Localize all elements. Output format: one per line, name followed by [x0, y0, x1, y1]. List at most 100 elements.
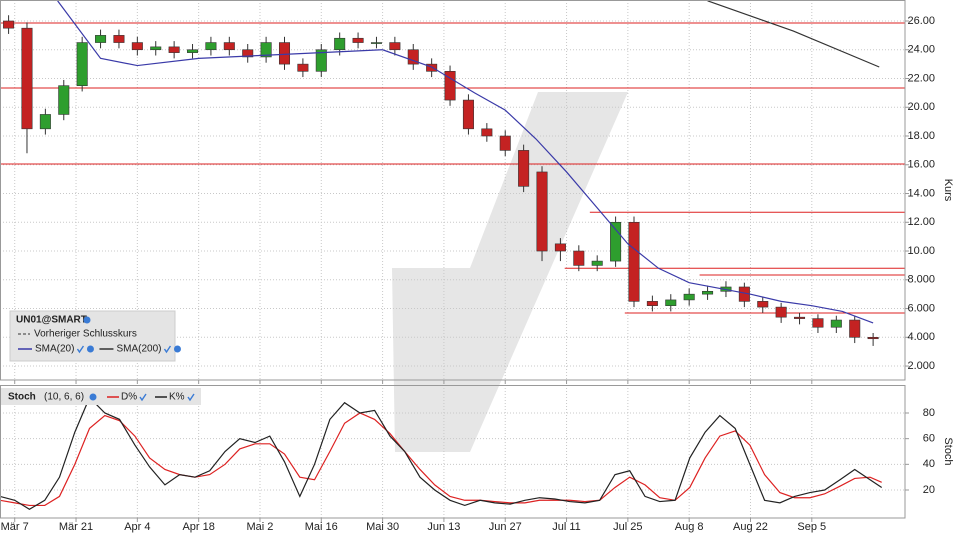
y-tick-label: 20.00 — [907, 101, 935, 113]
y-tick-label: 24.00 — [907, 44, 935, 56]
candle-body — [830, 319, 842, 328]
candle-body — [297, 63, 309, 72]
settings-icon — [86, 345, 94, 353]
x-tick-label: Mai 16 — [305, 521, 338, 533]
x-tick-label: Jul 25 — [613, 521, 642, 533]
candle-body — [205, 42, 217, 51]
y-tick-label: 16.00 — [907, 159, 935, 171]
candle-body — [646, 301, 658, 306]
y-tick-label: 18.00 — [907, 130, 935, 142]
y-tick-label: 26.00 — [907, 15, 935, 27]
stoch-frame — [0, 385, 906, 519]
legend-title: Stoch — [8, 392, 36, 403]
y-tick-label: 6.000 — [907, 302, 935, 314]
legend-label: SMA(200) — [116, 344, 161, 355]
candle-body — [702, 290, 714, 295]
candle-body — [444, 71, 456, 101]
x-tick-label: Mai 2 — [247, 521, 274, 533]
candle-body — [260, 42, 272, 58]
candle-body — [462, 99, 474, 130]
candle-body — [591, 260, 603, 266]
settings-icon — [83, 316, 91, 324]
y-tick-label: 80 — [923, 407, 935, 419]
x-tick-label: Apr 4 — [124, 521, 150, 533]
candle-body — [389, 42, 401, 51]
y-tick-label: 2.000 — [907, 360, 935, 372]
settings-icon — [173, 345, 181, 353]
legend-label: SMA(20) — [35, 344, 74, 355]
candle-body — [352, 37, 364, 43]
candle-body — [278, 42, 291, 65]
y-tick-label: 4.000 — [907, 331, 935, 343]
candle-body — [628, 221, 640, 302]
candle-body — [812, 318, 824, 328]
candle-body — [223, 42, 235, 51]
candle-body — [407, 49, 419, 65]
settings-icon — [89, 393, 97, 401]
x-tick-label: Jun 13 — [427, 521, 460, 533]
candle-body — [665, 299, 677, 306]
legend-bar — [1, 388, 201, 405]
candle-body — [610, 221, 622, 262]
candle-body — [849, 319, 861, 338]
check-icon — [163, 345, 172, 354]
candle-body — [518, 150, 530, 187]
candle-body — [168, 46, 180, 53]
sma-line — [707, 0, 880, 68]
candle-body — [315, 49, 327, 72]
y-tick-label: 20 — [923, 484, 935, 496]
candle-body — [113, 35, 125, 43]
candle-body — [131, 42, 143, 51]
candle-body — [187, 49, 199, 53]
y-tick-label: 40 — [923, 458, 935, 470]
legend-label: Vorheriger Schlusskurs — [34, 329, 137, 340]
legend-params: (10, 6, 6) — [44, 392, 84, 403]
x-tick-label: Jul 11 — [552, 521, 581, 533]
candle-body — [794, 316, 806, 319]
y-tick-label: 22.00 — [907, 72, 935, 84]
check-icon — [139, 393, 147, 402]
legend-label: K% — [169, 392, 185, 403]
candle-body — [554, 243, 566, 252]
stoch-line — [0, 396, 883, 510]
candle-body — [58, 85, 70, 115]
candle-body — [370, 42, 382, 44]
candle-body — [426, 63, 438, 72]
x-tick-label: Apr 18 — [182, 521, 214, 533]
x-tick-label: Sep 5 — [797, 521, 826, 533]
x-tick-label: Mär 7 — [1, 521, 29, 533]
check-icon — [76, 345, 85, 354]
legend-label: D% — [121, 392, 137, 403]
x-tick-label: Aug 22 — [733, 521, 768, 533]
candle-body — [39, 114, 51, 130]
check-icon — [187, 393, 195, 402]
y-tick-label: 60 — [923, 433, 935, 445]
candle-body — [242, 49, 254, 58]
y-tick-label: 10.00 — [907, 245, 935, 257]
y-tick-label: 8.000 — [907, 274, 935, 286]
candle-body — [573, 250, 585, 266]
candle-body — [95, 35, 107, 43]
candle-body — [536, 171, 548, 252]
candle-body — [76, 42, 88, 86]
candle-body — [150, 46, 162, 51]
candle-body — [481, 128, 493, 137]
price-plot — [0, 0, 905, 346]
x-tick-label: Aug 8 — [675, 521, 704, 533]
candle-body — [499, 135, 511, 151]
candle-body — [3, 20, 15, 29]
y-tick-label: 12.00 — [907, 216, 935, 228]
candle-body — [683, 293, 695, 301]
x-tick-label: Mär 21 — [59, 521, 93, 533]
stoch-plot — [0, 396, 883, 510]
y-tick-label: 14.00 — [907, 187, 935, 199]
y-axis-label: Stoch — [942, 437, 954, 465]
sma-line — [57, 0, 874, 324]
main-frame — [0, 0, 906, 381]
candle-body — [775, 306, 787, 318]
candle-body — [867, 336, 879, 340]
candle-body — [21, 27, 33, 130]
